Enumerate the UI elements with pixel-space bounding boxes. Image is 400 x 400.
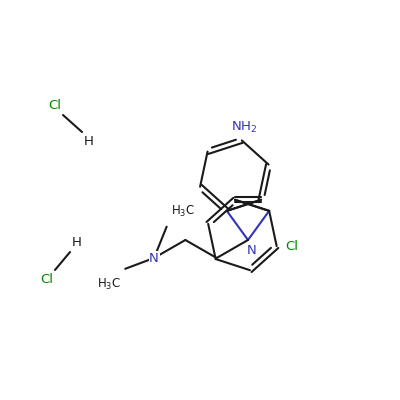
Text: H: H: [72, 236, 82, 249]
Text: Cl: Cl: [48, 99, 61, 112]
Text: Cl: Cl: [285, 240, 298, 252]
Text: NH$_2$: NH$_2$: [231, 120, 257, 135]
Text: N: N: [247, 244, 257, 256]
Text: H$_3$C: H$_3$C: [97, 277, 121, 292]
Text: N: N: [149, 252, 159, 264]
Text: Cl: Cl: [40, 273, 53, 286]
Text: H: H: [84, 135, 94, 148]
Text: H$_3$C: H$_3$C: [171, 204, 195, 219]
